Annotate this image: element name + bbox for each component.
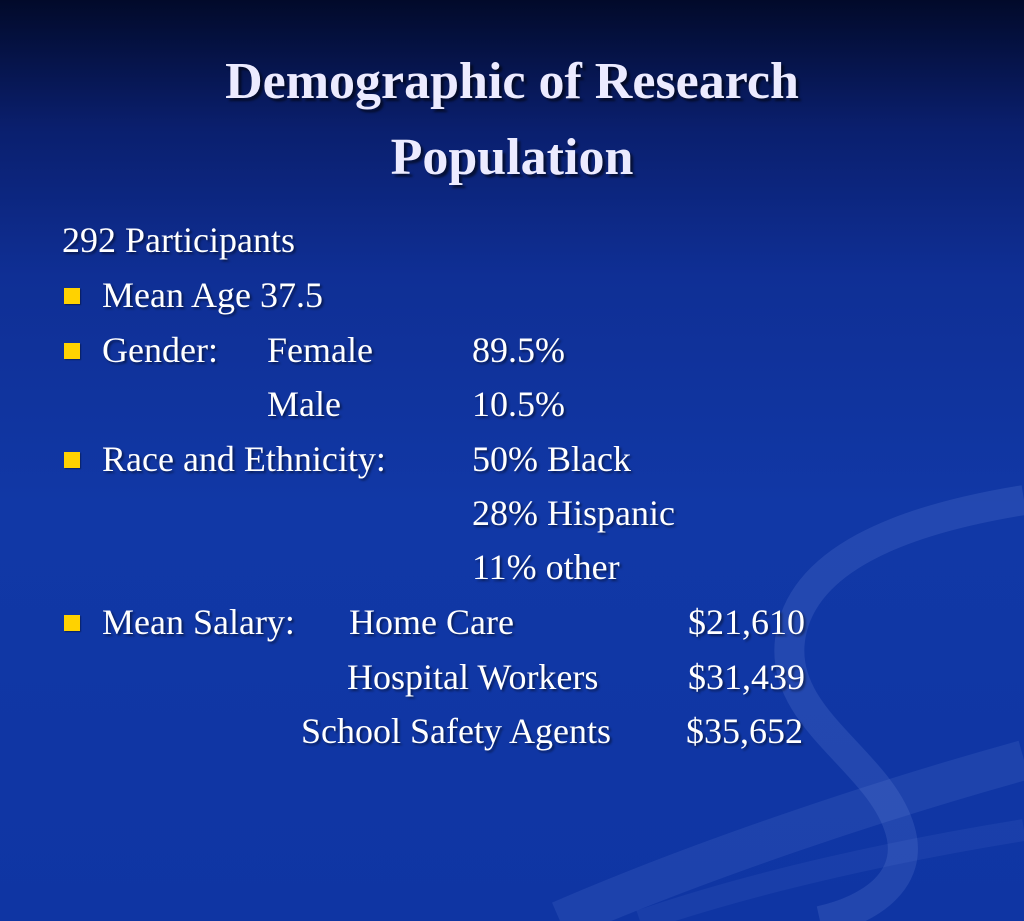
gender-male-value: 10.5% bbox=[472, 384, 565, 424]
mean-age: Mean Age 37.5 bbox=[102, 275, 323, 315]
title-line-2: Population bbox=[390, 129, 634, 186]
salary-school-safety-label: School Safety Agents bbox=[301, 711, 611, 751]
salary-hospital-amount: $31,439 bbox=[688, 657, 805, 697]
participants-count: 292 Participants bbox=[62, 220, 295, 260]
gender-female-value: 89.5% bbox=[472, 330, 565, 370]
bullet-square-icon bbox=[64, 288, 80, 304]
gender-male-label: Male bbox=[267, 384, 341, 424]
salary-hospital-label: Hospital Workers bbox=[347, 657, 599, 697]
gender-label: Gender: bbox=[102, 330, 218, 370]
race-black: 50% Black bbox=[472, 439, 631, 479]
gender-female-label: Female bbox=[267, 330, 373, 370]
salary-school-safety-amount: $35,652 bbox=[686, 711, 803, 751]
salary-home-care-amount: $21,610 bbox=[688, 602, 805, 642]
salary-label: Mean Salary: bbox=[102, 602, 295, 642]
bullet-square-icon bbox=[64, 615, 80, 631]
race-other: 11% other bbox=[472, 547, 620, 587]
race-hispanic: 28% Hispanic bbox=[472, 493, 675, 533]
bullet-square-icon bbox=[64, 452, 80, 468]
race-label: Race and Ethnicity: bbox=[102, 439, 386, 479]
bullet-square-icon bbox=[64, 343, 80, 359]
title-line-1: Demographic of Research bbox=[225, 53, 799, 110]
salary-home-care-label: Home Care bbox=[349, 602, 514, 642]
slide-title: Demographic of Research Population bbox=[0, 44, 1024, 196]
